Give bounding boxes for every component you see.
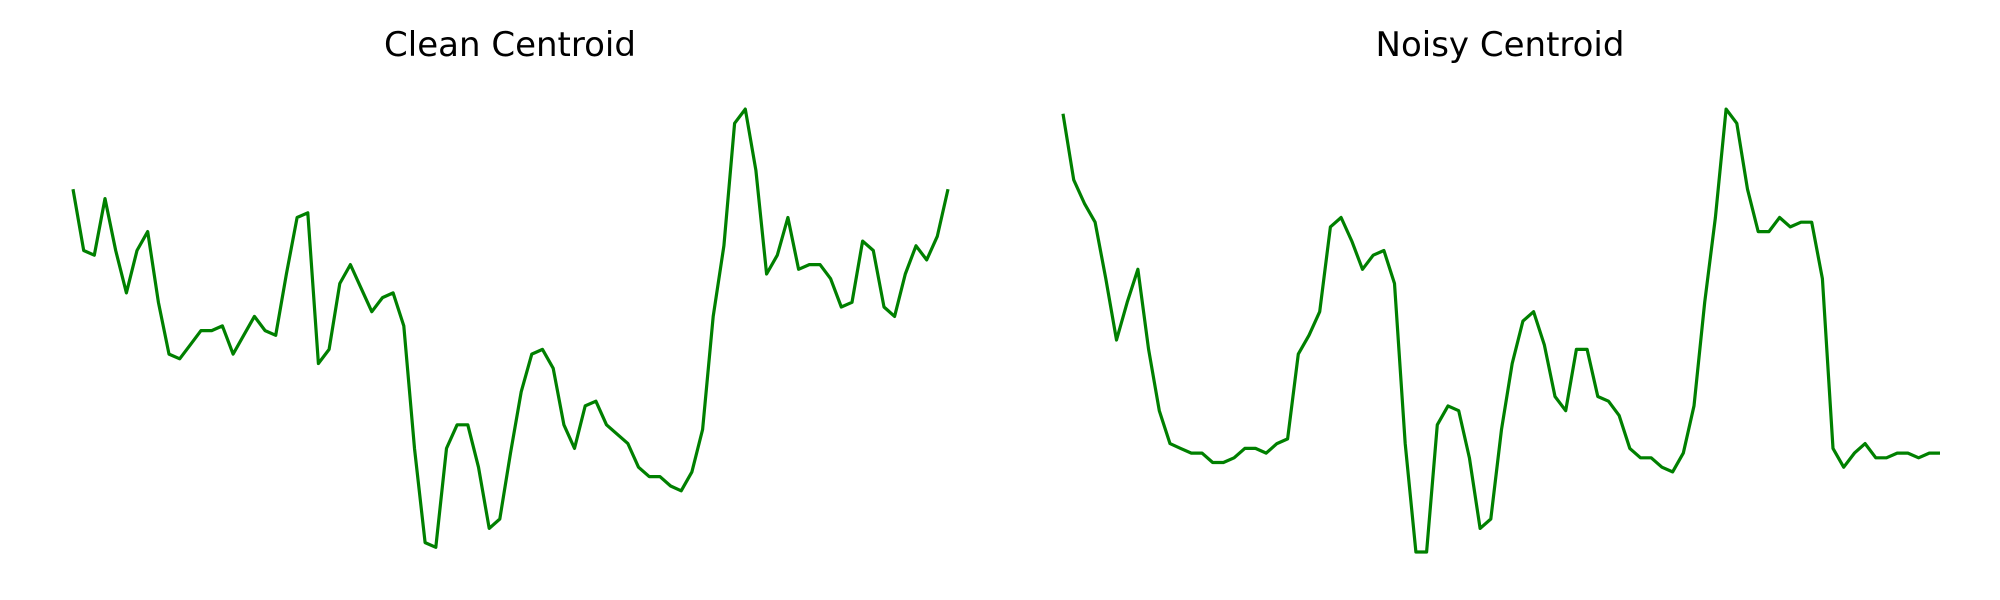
chart-title-noisy-centroid: Noisy Centroid <box>1376 25 1625 65</box>
series-line-clean-centroid <box>71 107 950 549</box>
panel-noisy-centroid: Noisy Centroid <box>1061 25 1940 554</box>
series-line-noisy-centroid <box>1061 107 1940 554</box>
panel-clean-centroid: Clean Centroid <box>71 25 950 549</box>
chart-title-clean-centroid: Clean Centroid <box>384 25 636 65</box>
